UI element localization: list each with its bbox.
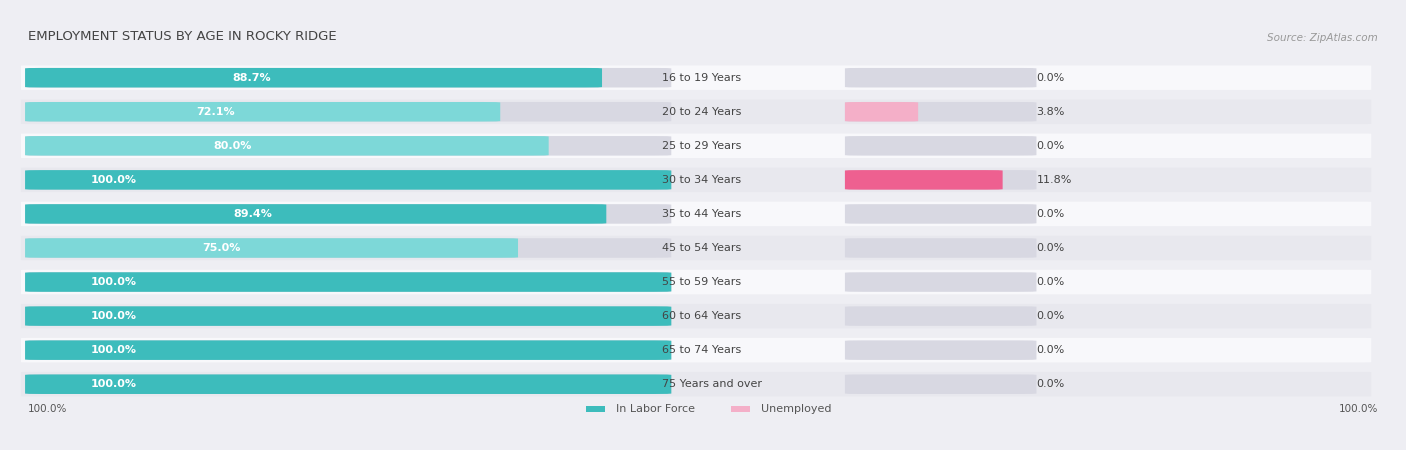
Text: 72.1%: 72.1% [197,107,235,117]
FancyBboxPatch shape [731,406,749,412]
FancyBboxPatch shape [845,136,1036,156]
FancyBboxPatch shape [845,102,918,122]
FancyBboxPatch shape [25,170,671,189]
Text: 0.0%: 0.0% [1036,345,1064,355]
Text: 100.0%: 100.0% [28,404,67,414]
FancyBboxPatch shape [25,238,671,258]
Text: 100.0%: 100.0% [90,345,136,355]
Text: EMPLOYMENT STATUS BY AGE IN ROCKY RIDGE: EMPLOYMENT STATUS BY AGE IN ROCKY RIDGE [28,30,336,43]
Text: 100.0%: 100.0% [90,175,136,185]
FancyBboxPatch shape [25,306,671,326]
Text: 89.4%: 89.4% [233,209,273,219]
FancyBboxPatch shape [845,340,1036,360]
Text: 100.0%: 100.0% [90,379,136,389]
Text: 11.8%: 11.8% [1036,175,1071,185]
Text: 16 to 19 Years: 16 to 19 Years [662,73,741,83]
FancyBboxPatch shape [845,170,1036,189]
Text: 60 to 64 Years: 60 to 64 Years [662,311,741,321]
Text: 45 to 54 Years: 45 to 54 Years [662,243,741,253]
FancyBboxPatch shape [25,204,671,224]
FancyBboxPatch shape [845,204,1036,224]
FancyBboxPatch shape [25,374,671,394]
Text: 0.0%: 0.0% [1036,209,1064,219]
FancyBboxPatch shape [25,238,517,258]
FancyBboxPatch shape [25,272,671,292]
FancyBboxPatch shape [21,202,1371,226]
Text: 100.0%: 100.0% [90,277,136,287]
Text: 0.0%: 0.0% [1036,311,1064,321]
Text: 0.0%: 0.0% [1036,379,1064,389]
FancyBboxPatch shape [25,204,606,224]
Text: In Labor Force: In Labor Force [616,404,695,414]
Text: Unemployed: Unemployed [761,404,831,414]
FancyBboxPatch shape [21,134,1371,158]
Text: 80.0%: 80.0% [214,141,252,151]
Text: 30 to 34 Years: 30 to 34 Years [662,175,741,185]
FancyBboxPatch shape [845,374,1036,394]
Text: 100.0%: 100.0% [1339,404,1378,414]
FancyBboxPatch shape [21,304,1371,328]
Text: 25 to 29 Years: 25 to 29 Years [662,141,741,151]
FancyBboxPatch shape [21,372,1371,396]
FancyBboxPatch shape [21,99,1371,124]
Text: 75 Years and over: 75 Years and over [662,379,762,389]
FancyBboxPatch shape [21,270,1371,294]
Text: 0.0%: 0.0% [1036,277,1064,287]
FancyBboxPatch shape [25,306,671,326]
Text: 0.0%: 0.0% [1036,73,1064,83]
Text: 55 to 59 Years: 55 to 59 Years [662,277,741,287]
Text: Source: ZipAtlas.com: Source: ZipAtlas.com [1267,33,1378,43]
FancyBboxPatch shape [21,65,1371,90]
FancyBboxPatch shape [845,68,1036,87]
Text: 65 to 74 Years: 65 to 74 Years [662,345,741,355]
FancyBboxPatch shape [845,238,1036,258]
FancyBboxPatch shape [25,340,671,360]
Text: 75.0%: 75.0% [202,243,240,253]
FancyBboxPatch shape [845,272,1036,292]
FancyBboxPatch shape [25,68,671,87]
FancyBboxPatch shape [845,170,1002,189]
FancyBboxPatch shape [586,406,605,412]
FancyBboxPatch shape [25,102,671,122]
FancyBboxPatch shape [845,306,1036,326]
Text: 0.0%: 0.0% [1036,141,1064,151]
FancyBboxPatch shape [25,136,548,156]
FancyBboxPatch shape [25,102,501,122]
Text: 0.0%: 0.0% [1036,243,1064,253]
FancyBboxPatch shape [21,338,1371,362]
FancyBboxPatch shape [25,136,671,156]
FancyBboxPatch shape [845,102,1036,122]
Text: 100.0%: 100.0% [90,311,136,321]
Text: 88.7%: 88.7% [232,73,270,83]
FancyBboxPatch shape [25,68,602,87]
Text: 20 to 24 Years: 20 to 24 Years [662,107,741,117]
FancyBboxPatch shape [21,167,1371,192]
FancyBboxPatch shape [25,340,671,360]
FancyBboxPatch shape [21,236,1371,260]
FancyBboxPatch shape [25,170,671,189]
FancyBboxPatch shape [25,272,671,292]
FancyBboxPatch shape [25,374,671,394]
Text: 35 to 44 Years: 35 to 44 Years [662,209,741,219]
Text: 3.8%: 3.8% [1036,107,1064,117]
